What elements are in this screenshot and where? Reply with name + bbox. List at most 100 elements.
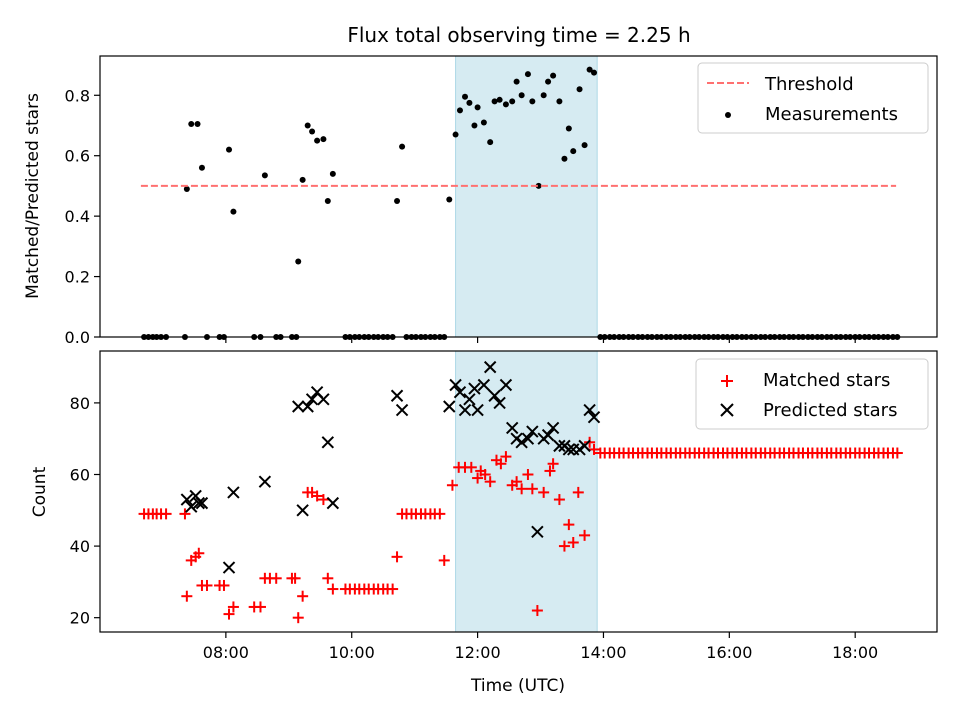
top-y-axis-label: Matched/Predicted stars (23, 93, 43, 299)
measurement-point (230, 208, 237, 215)
matched-star-point (292, 612, 304, 624)
y-tick-label: 80 (70, 394, 90, 413)
predicted-star-point (546, 421, 560, 435)
predicted-star-point (587, 411, 601, 424)
measurement-point (550, 72, 557, 79)
predicted-star-point (227, 486, 240, 499)
x-tick-label: 12:00 (455, 643, 501, 662)
measurement-point (304, 122, 311, 129)
predicted-star-point (443, 400, 456, 413)
predicted-star-point (499, 378, 513, 392)
legend-matched-label: Matched stars (763, 370, 890, 391)
predicted-star-point (321, 436, 335, 449)
measurement-point (462, 93, 469, 100)
predicted-star-point (296, 504, 309, 517)
matched-star-point (297, 590, 309, 602)
predicted-star-point (222, 561, 236, 574)
matched-star-point (465, 461, 477, 473)
matched-star-point (511, 476, 523, 488)
y-tick-label: 60 (70, 465, 90, 484)
measurement-point (183, 185, 190, 192)
matched-star-point (526, 483, 538, 495)
predicted-star-point (578, 439, 591, 453)
matched-star-point (584, 436, 596, 448)
predicted-star-point (301, 400, 314, 413)
predicted-star-point (458, 403, 472, 417)
matched-star-point (270, 572, 282, 584)
legend-predicted-label: Predicted stars (763, 400, 897, 421)
measurement-point (452, 131, 459, 138)
matched-star-point (495, 458, 507, 470)
measurement-point (471, 122, 478, 129)
predicted-star-point (483, 360, 497, 374)
predicted-star-point (195, 496, 209, 510)
measurement-point (586, 66, 593, 73)
measurement-point (324, 198, 331, 205)
matched-star-point (327, 583, 339, 595)
measurement-point (496, 96, 503, 103)
measurement-point (194, 120, 201, 127)
predicted-star-point (488, 389, 501, 402)
measurement-point (261, 172, 268, 179)
predicted-star-point (180, 493, 194, 506)
measurement-point (309, 128, 316, 135)
matched-star-point (484, 476, 496, 488)
matched-star-point (322, 572, 334, 584)
top-panel: 0.00.20.40.60.8 Matched/Predicted stars … (23, 55, 938, 347)
x-tick-label: 08:00 (203, 643, 249, 662)
measurement-point (561, 155, 568, 162)
predicted-star-point (471, 403, 484, 417)
y-tick-label: 0.4 (65, 207, 90, 226)
matched-star-point (553, 494, 565, 506)
measurement-point (188, 120, 195, 127)
predicted-star-point (553, 439, 566, 453)
measurement-point (299, 176, 306, 183)
measurement-point (518, 92, 525, 99)
measurement-point (295, 258, 302, 265)
x-tick-label: 18:00 (832, 643, 878, 662)
matched-star-point (446, 479, 458, 491)
matched-star-point (538, 486, 550, 498)
matched-star-point (500, 451, 512, 463)
matched-star-point (516, 483, 528, 495)
x-axis-label: Time (UTC) (470, 676, 565, 696)
measurement-point (487, 139, 494, 146)
matched-star-point (572, 486, 584, 498)
matched-star-point (588, 443, 600, 455)
measurement-point (226, 146, 233, 153)
predicted-star-point (463, 393, 476, 406)
measurement-point (524, 71, 531, 78)
matched-star-point (254, 601, 266, 613)
measurement-point (502, 101, 509, 108)
measurement-point (565, 125, 572, 132)
predicted-star-point (562, 443, 576, 456)
matched-star-point (522, 468, 534, 480)
matched-star-point (179, 508, 191, 520)
measurement-point (540, 92, 547, 99)
measurement-point (576, 86, 583, 93)
matched-star-point (544, 465, 556, 477)
x-tick-label: 16:00 (706, 643, 752, 662)
legend-measurements-label: Measurements (765, 104, 898, 125)
predicted-star-point (390, 389, 404, 402)
top-x-ticks (225, 337, 856, 343)
measurement-point (591, 69, 598, 76)
predicted-star-point (541, 428, 555, 442)
predicted-star-point (453, 385, 467, 399)
matched-star-point (201, 579, 213, 591)
predicted-star-point (317, 393, 330, 406)
matched-star-point (438, 554, 450, 566)
measurement-point (198, 164, 205, 171)
matched-star-points (138, 436, 903, 624)
legend-predicted-swatch (720, 403, 734, 417)
top-y-ticks: 0.0 0.2 0.4 0.6 0.8 (65, 86, 100, 347)
measurement-point (456, 107, 463, 114)
figure-title: Flux total observing time = 2.25 h (347, 23, 690, 47)
predicted-star-point (468, 382, 481, 395)
y-tick-label: 40 (70, 537, 90, 556)
matched-star-point (160, 508, 172, 520)
predicted-star-point (449, 378, 462, 392)
matched-star-point (311, 490, 323, 502)
matched-star-point (391, 551, 403, 563)
